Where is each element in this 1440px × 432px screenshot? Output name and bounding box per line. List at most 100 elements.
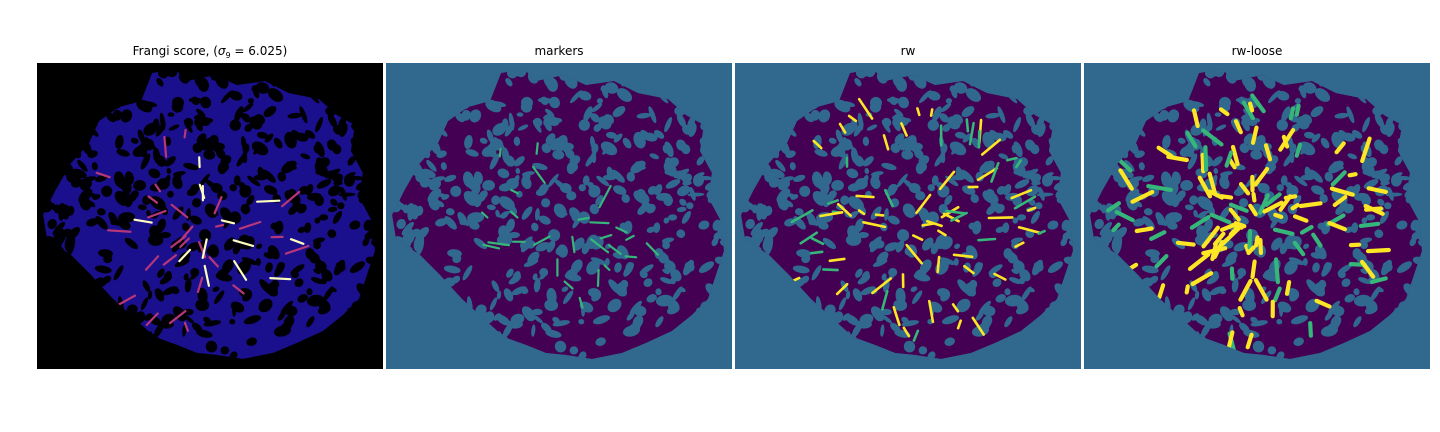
texture-blob	[689, 186, 696, 201]
texture-blob	[638, 188, 646, 194]
texture-blob	[520, 240, 530, 251]
vessel-segment	[1149, 230, 1167, 241]
texture-blob	[1128, 176, 1143, 183]
vessel-segment	[232, 284, 245, 295]
texture-blob	[881, 119, 891, 133]
texture-blob	[544, 299, 559, 312]
texture-blob	[349, 220, 361, 230]
vessel-segment	[147, 195, 159, 204]
vessel-segment	[256, 199, 281, 203]
texture-blob	[855, 268, 863, 278]
texture-blob	[862, 156, 874, 167]
texture-blob	[1253, 141, 1267, 148]
texture-blob	[986, 204, 997, 215]
texture-blob	[247, 175, 261, 187]
texture-blob	[164, 136, 172, 146]
texture-blob	[895, 77, 907, 92]
texture-blob	[591, 291, 602, 302]
vessel-segment	[133, 218, 153, 224]
texture-blob	[1208, 313, 1223, 325]
texture-blob	[491, 195, 501, 205]
texture-blob	[1324, 311, 1333, 321]
texture-blob	[645, 203, 656, 214]
texture-blob	[324, 168, 341, 179]
texture-blob	[1366, 214, 1376, 221]
texture-blob	[857, 231, 869, 239]
vessel-segment	[599, 234, 613, 240]
texture-blob	[96, 208, 106, 216]
vessel-segment	[1294, 103, 1301, 117]
texture-blob	[626, 311, 635, 321]
vessel-segment	[1248, 203, 1258, 217]
vessel-segment	[589, 221, 610, 225]
vessel-segment	[1253, 166, 1270, 187]
texture-blob	[234, 106, 244, 122]
vessel-segment	[1360, 136, 1372, 164]
texture-blob	[604, 82, 619, 94]
texture-blob	[300, 153, 311, 160]
vessel-segment	[1190, 271, 1214, 287]
texture-blob	[648, 106, 657, 124]
texture-blob	[533, 278, 541, 293]
vessel-segment	[1292, 240, 1306, 257]
texture-blob	[800, 275, 810, 284]
vessel-segment	[1237, 306, 1245, 318]
texture-blob	[845, 314, 860, 326]
texture-blob	[320, 277, 328, 285]
vessel-segment	[480, 211, 489, 219]
texture-blob	[516, 112, 524, 117]
texture-blob	[214, 290, 225, 305]
texture-blob	[1068, 240, 1073, 248]
texture-blob	[927, 90, 941, 101]
texture-blob	[171, 287, 180, 295]
texture-blob	[945, 98, 952, 104]
texture-blob	[133, 179, 146, 191]
texture-blob	[653, 222, 661, 234]
texture-blob	[253, 174, 268, 181]
texture-blob	[874, 312, 885, 322]
texture-blob	[316, 179, 332, 189]
texture-blob	[870, 206, 882, 220]
texture-blob	[1219, 96, 1231, 109]
texture-blob	[976, 321, 991, 335]
vessel-segment	[1250, 93, 1266, 114]
texture-blob	[196, 108, 206, 118]
vessel-segment	[145, 312, 159, 327]
texture-blob	[319, 214, 329, 221]
texture-blob	[229, 318, 236, 325]
texture-blob	[1142, 216, 1155, 230]
texture-blob	[1124, 159, 1135, 172]
texture-blob	[1035, 202, 1043, 210]
vessel-segment	[1248, 101, 1255, 113]
vessel-segment	[571, 235, 576, 254]
texture-blob	[637, 204, 648, 215]
texture-blob	[152, 118, 160, 131]
texture-blob	[1017, 214, 1027, 221]
texture-blob	[880, 308, 892, 316]
texture-blob	[168, 124, 180, 131]
texture-blob	[428, 196, 440, 211]
texture-blob	[939, 257, 956, 265]
vessel-segment	[963, 264, 975, 275]
vessel-segment	[1014, 159, 1023, 169]
texture-blob	[1351, 129, 1363, 139]
texture-blob	[840, 195, 850, 205]
texture-blob	[1143, 208, 1153, 216]
vessel-segment	[1241, 100, 1255, 121]
texture-blob	[886, 97, 903, 104]
texture-blob	[817, 221, 829, 230]
texture-blob	[1157, 216, 1164, 226]
vessel-segment	[1157, 283, 1166, 300]
texture-blob	[330, 198, 338, 206]
texture-blob	[1311, 185, 1325, 195]
texture-blob	[498, 196, 515, 211]
texture-blob	[512, 174, 520, 186]
texture-blob	[846, 168, 859, 179]
texture-blob	[95, 216, 108, 230]
vessel-segment	[1230, 144, 1240, 167]
texture-blob	[972, 262, 983, 277]
texture-blob	[1133, 218, 1146, 227]
texture-blob	[643, 278, 653, 288]
texture-blob	[922, 237, 934, 251]
texture-blob	[489, 153, 500, 170]
